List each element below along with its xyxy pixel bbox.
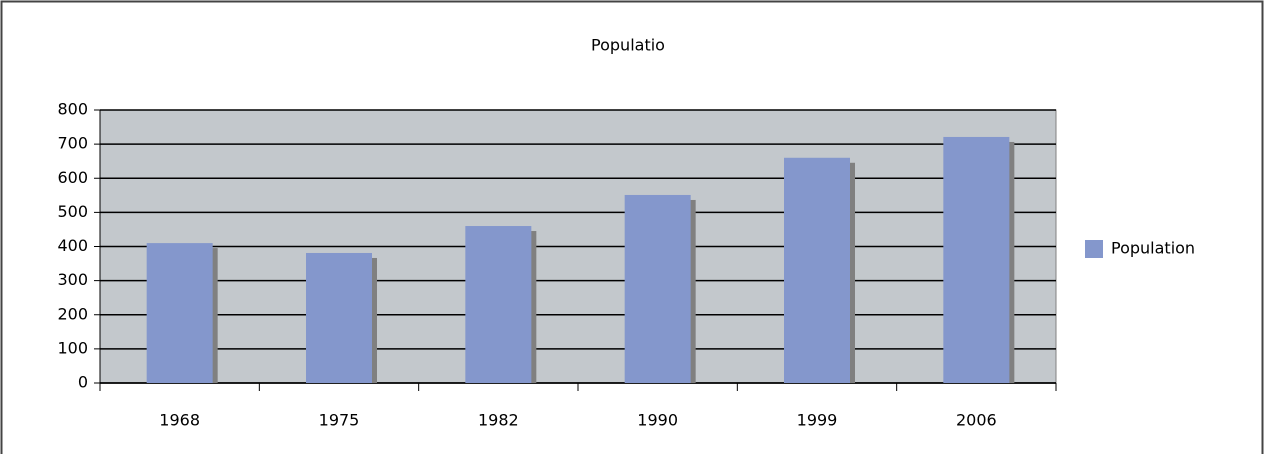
y-tick-label: 0 xyxy=(78,373,88,392)
bar xyxy=(784,157,850,383)
y-tick-label: 800 xyxy=(57,100,88,119)
x-tick-label: 1975 xyxy=(319,411,360,430)
bar xyxy=(624,194,691,383)
legend-label: Population xyxy=(1111,239,1195,258)
bar xyxy=(465,226,532,383)
y-tick-label: 600 xyxy=(57,168,88,187)
y-tick-label: 700 xyxy=(57,134,88,153)
x-tick-label: 1990 xyxy=(637,411,678,430)
chart-title: Populatio xyxy=(591,36,665,55)
bar xyxy=(306,252,372,383)
x-tick-label: 1999 xyxy=(797,411,838,430)
y-tick-label: 200 xyxy=(57,304,88,323)
y-tick-label: 300 xyxy=(57,270,88,289)
y-tick-label: 500 xyxy=(57,202,88,221)
y-tick-label: 100 xyxy=(57,338,88,357)
x-tick-label: 1982 xyxy=(478,411,519,430)
bar xyxy=(943,136,1010,383)
y-tick-label: 400 xyxy=(57,236,88,255)
x-tick-label: 2006 xyxy=(956,411,997,430)
bar xyxy=(146,243,213,383)
legend-swatch xyxy=(1085,240,1103,258)
x-tick-label: 1968 xyxy=(159,411,200,430)
